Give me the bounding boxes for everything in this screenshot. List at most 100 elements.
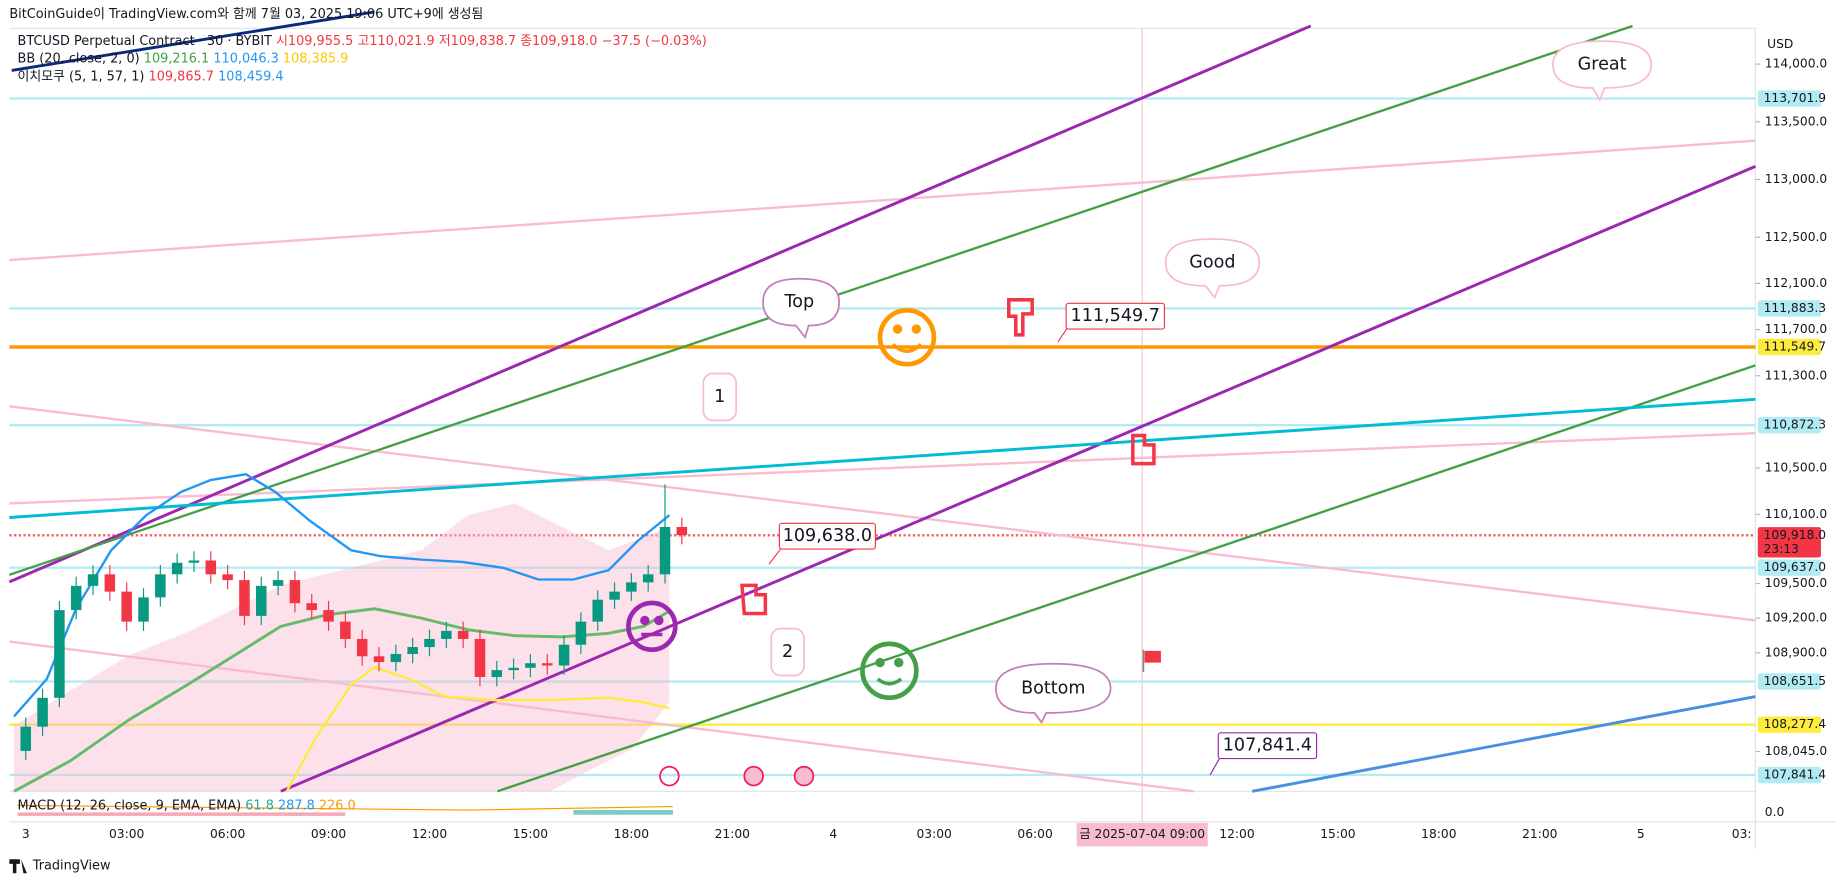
legend-low: 저109,838.7: [439, 34, 516, 49]
x-tick-label: 09:00: [311, 827, 346, 841]
y-tick-label: 110,100.0: [1765, 507, 1827, 521]
y-tick-label: 113,000.0: [1765, 172, 1827, 186]
y-tick-label: 110,500.0: [1765, 461, 1827, 475]
x-tick-label: 21:00: [715, 827, 750, 841]
price-badge-label: 108,651.5: [1764, 674, 1826, 688]
price-badge: [1757, 673, 1821, 690]
legend-symbol: BTCUSD Perpetual Contract · 30 · BYBIT: [18, 34, 273, 49]
candle-body: [541, 663, 553, 666]
x-highlight: 금 2025-07-04 09:00: [1079, 827, 1205, 841]
candle-body: [407, 647, 418, 654]
trend-line: [496, 364, 1756, 793]
price-badge: [1757, 90, 1821, 107]
legend-ichimoku: 이치모쿠 (5, 1, 57, 1): [18, 69, 145, 84]
legend-line: BTCUSD Perpetual Contract · 30 · BYBIT 시…: [18, 34, 707, 49]
event-icon: [743, 765, 764, 787]
price-badge: [1757, 766, 1821, 784]
bubble: Great: [1552, 40, 1653, 102]
callout-price: 109,638.0: [783, 526, 872, 546]
hand-icon: [1131, 433, 1156, 466]
legend-line: BB (20, close, 2, 0) 109,216.1 110,046.3…: [18, 51, 349, 66]
hand-icon: [740, 583, 768, 616]
y-tick-label: 111,700.0: [1765, 322, 1827, 336]
candle-body: [659, 526, 671, 575]
legend-macd-hist: 61.8: [245, 798, 274, 813]
candle-body: [205, 560, 217, 575]
event-icon: [793, 765, 815, 787]
y-tick-label: 112,500.0: [1765, 230, 1827, 244]
x-tick-label: 15:00: [513, 827, 548, 841]
flag: [1144, 650, 1161, 663]
x-tick-label: 18:00: [1421, 827, 1456, 841]
y-tick-label: 109,200.0: [1765, 611, 1827, 625]
x-tick-label: 03:00: [916, 827, 951, 841]
candle-body: [575, 621, 587, 645]
price-badge-countdown: 23:13: [1764, 542, 1799, 556]
legend-ichimoku-b: 108,459.4: [218, 69, 283, 84]
x-tick-label: 5: [1637, 827, 1645, 841]
candle-body: [104, 574, 116, 592]
bubble: Top: [762, 277, 840, 340]
x-tick-label: 18:00: [614, 827, 649, 841]
price-badge: [1757, 338, 1821, 356]
callout-box: [1217, 732, 1318, 760]
legend-change: −37.5 (−0.03%): [602, 34, 707, 49]
smiley: [877, 308, 937, 367]
event-icon: [659, 765, 680, 787]
candle-body: [54, 610, 65, 698]
price-badge-label: 109,918.0: [1764, 528, 1826, 542]
legend-bb-lower: 108,385.9: [283, 51, 348, 66]
legend-high: 고110,021.9: [357, 34, 434, 49]
candle-body: [239, 580, 250, 616]
callout-price: 111,549.7: [1071, 306, 1160, 326]
price-badge-label: 109,637.0: [1764, 560, 1826, 574]
candle-body: [340, 621, 351, 639]
candle-body: [508, 667, 519, 671]
callout-box: [778, 522, 876, 550]
trend-line: [9, 397, 1756, 519]
annotation-1: 1: [714, 387, 725, 407]
legend-bb-upper: 110,046.3: [213, 51, 278, 66]
trend-line: [9, 432, 1756, 505]
legend-bb: BB (20, close, 2, 0): [18, 51, 140, 66]
y-tick-label: 108,045.0: [1765, 744, 1827, 758]
candle-body: [37, 697, 48, 727]
legend-line: MACD (12, 26, close, 9, EMA, EMA) 61.8 2…: [18, 798, 356, 813]
y-tick-label: 112,100.0: [1765, 276, 1827, 290]
smiley: [860, 641, 919, 701]
price-badge: [1757, 716, 1821, 733]
candle-body: [306, 603, 317, 611]
y-tick-label: 114,000.0: [1765, 57, 1827, 71]
candle-body: [272, 580, 284, 586]
callout-leader: [768, 548, 782, 565]
legend-close: 종109,918.0: [520, 34, 597, 49]
macd-line: [17, 804, 673, 811]
legend-macd: MACD (12, 26, close, 9, EMA, EMA): [18, 798, 242, 813]
trend-line: [9, 139, 1756, 262]
x-tick-label: 12:00: [1219, 827, 1254, 841]
candle-body: [356, 638, 368, 657]
price-badge-label: 111,549.7: [1764, 339, 1826, 353]
legend-macd-line: 287.8: [278, 798, 315, 813]
bb-upper: [13, 472, 671, 718]
callout-leader: [1209, 758, 1220, 776]
candle-body: [525, 663, 536, 668]
candle-body: [155, 574, 166, 598]
trend-line: [8, 24, 1312, 584]
y-tick-label: 108,900.0: [1765, 645, 1827, 659]
bb-basis: [13, 607, 671, 793]
trend-line: [9, 405, 1756, 622]
candle-body: [20, 726, 32, 751]
candle-body: [70, 585, 82, 611]
y-tick-label: 109,500.0: [1765, 576, 1827, 590]
candle-body: [457, 630, 469, 639]
candle-body: [255, 585, 267, 616]
candle-body: [188, 560, 200, 563]
candle-body: [373, 656, 385, 663]
candle-body: [474, 638, 486, 678]
bubble: Bottom: [995, 662, 1112, 724]
x-tick-label: 4: [829, 827, 837, 841]
candle-body: [323, 610, 334, 622]
header-title: BitCoinGuide이 TradingView.com와 함께 7월 03,…: [9, 7, 483, 22]
